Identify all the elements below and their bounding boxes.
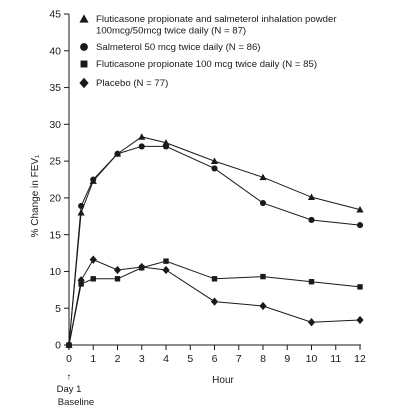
legend-label: 100mcg/50mcg twice daily (N = 87) [96, 26, 246, 37]
data-point-circle [162, 143, 170, 150]
legend-label: Fluticasone propionate and salmeterol in… [96, 14, 337, 25]
y-tick-label: 20 [49, 192, 61, 204]
data-point-circle [138, 143, 145, 150]
x-tick-label: 4 [163, 353, 169, 365]
data-point-diamond [259, 301, 267, 311]
x-tick-label: 10 [306, 353, 318, 365]
data-point-circle [356, 222, 364, 229]
baseline-label-day: Day 1 [57, 384, 82, 395]
data-point-triangle [307, 193, 316, 201]
data-point-triangle [356, 206, 364, 213]
y-tick-label: 35 [49, 82, 61, 94]
series-diamond [65, 255, 364, 350]
data-point-circle [308, 216, 315, 224]
y-tick-label: 0 [55, 340, 61, 352]
y-tick-label: 40 [49, 45, 61, 57]
x-tick-label: 5 [187, 353, 193, 365]
legend-item-diamond: Placebo (N = 77) [79, 77, 168, 89]
data-point-square [114, 276, 121, 282]
data-point-diamond [65, 340, 73, 350]
data-point-square [260, 273, 266, 280]
data-point-square [163, 258, 169, 264]
legend-label: Placebo (N = 77) [96, 78, 168, 89]
data-point-circle [259, 199, 267, 207]
legend-marker-triangle [79, 14, 89, 23]
series-line [68, 260, 361, 346]
x-tick-label: 11 [330, 353, 341, 365]
legend-marker-circle [80, 43, 88, 51]
x-tick-label: 6 [212, 353, 218, 365]
legend-item-circle: Salmeterol 50 mcg twice daily (N = 86) [80, 42, 261, 53]
data-point-square [90, 276, 96, 282]
legend-label: Fluticasone propionate 100 mcg twice dai… [96, 59, 317, 70]
data-point-diamond [307, 318, 316, 327]
data-point-triangle [210, 157, 219, 164]
data-point-diamond [89, 255, 97, 264]
data-point-circle [90, 176, 97, 183]
data-point-triangle [259, 173, 267, 181]
baseline-arrow: ↑ [67, 372, 72, 383]
y-tick-label: 5 [55, 303, 61, 315]
x-tick-label: 2 [115, 353, 121, 365]
y-axis-title: % Change in FEV₁ [30, 154, 41, 237]
x-tick-label: 0 [66, 353, 72, 365]
series-layer [65, 133, 364, 350]
y-tick-label: 25 [49, 156, 61, 168]
legend: Fluticasone propionate and salmeterol in… [79, 14, 337, 89]
data-point-triangle [77, 209, 85, 216]
data-point-square [308, 279, 315, 285]
x-tick-label: 8 [260, 353, 266, 365]
y-tick-label: 10 [49, 266, 61, 278]
y-tick-label: 15 [49, 229, 61, 241]
baseline-label: Baseline [58, 397, 94, 408]
legend-marker-square [80, 60, 88, 68]
series-line [68, 145, 361, 346]
data-point-diamond [77, 276, 85, 285]
data-point-circle [211, 165, 218, 172]
x-tick-label: 3 [139, 353, 145, 365]
data-point-circle [114, 150, 121, 157]
x-tick-label: 12 [354, 353, 366, 365]
x-axis-title: Hour [212, 375, 234, 386]
data-point-circle [78, 202, 85, 210]
series-line [68, 136, 361, 346]
legend-item-square: Fluticasone propionate 100 mcg twice dai… [80, 59, 317, 70]
x-tick-label: 1 [90, 353, 96, 365]
y-tick-label: 30 [49, 119, 61, 131]
x-tick-label: 7 [236, 353, 242, 365]
legend-marker-diamond [79, 77, 89, 89]
series-circle [65, 143, 364, 349]
data-point-triangle [138, 133, 146, 140]
legend-item-triangle: Fluticasone propionate and salmeterol in… [79, 14, 337, 37]
data-point-square [357, 284, 363, 290]
series-line [68, 259, 361, 346]
data-point-diamond [210, 297, 219, 306]
legend-label: Salmeterol 50 mcg twice daily (N = 86) [96, 42, 261, 53]
x-tick-label: 9 [284, 353, 290, 365]
data-point-diamond [138, 262, 146, 272]
data-point-diamond [356, 315, 364, 325]
data-point-square [211, 276, 218, 282]
data-point-diamond [162, 265, 170, 275]
y-tick-label: 45 [49, 9, 61, 21]
data-point-diamond [113, 265, 122, 275]
